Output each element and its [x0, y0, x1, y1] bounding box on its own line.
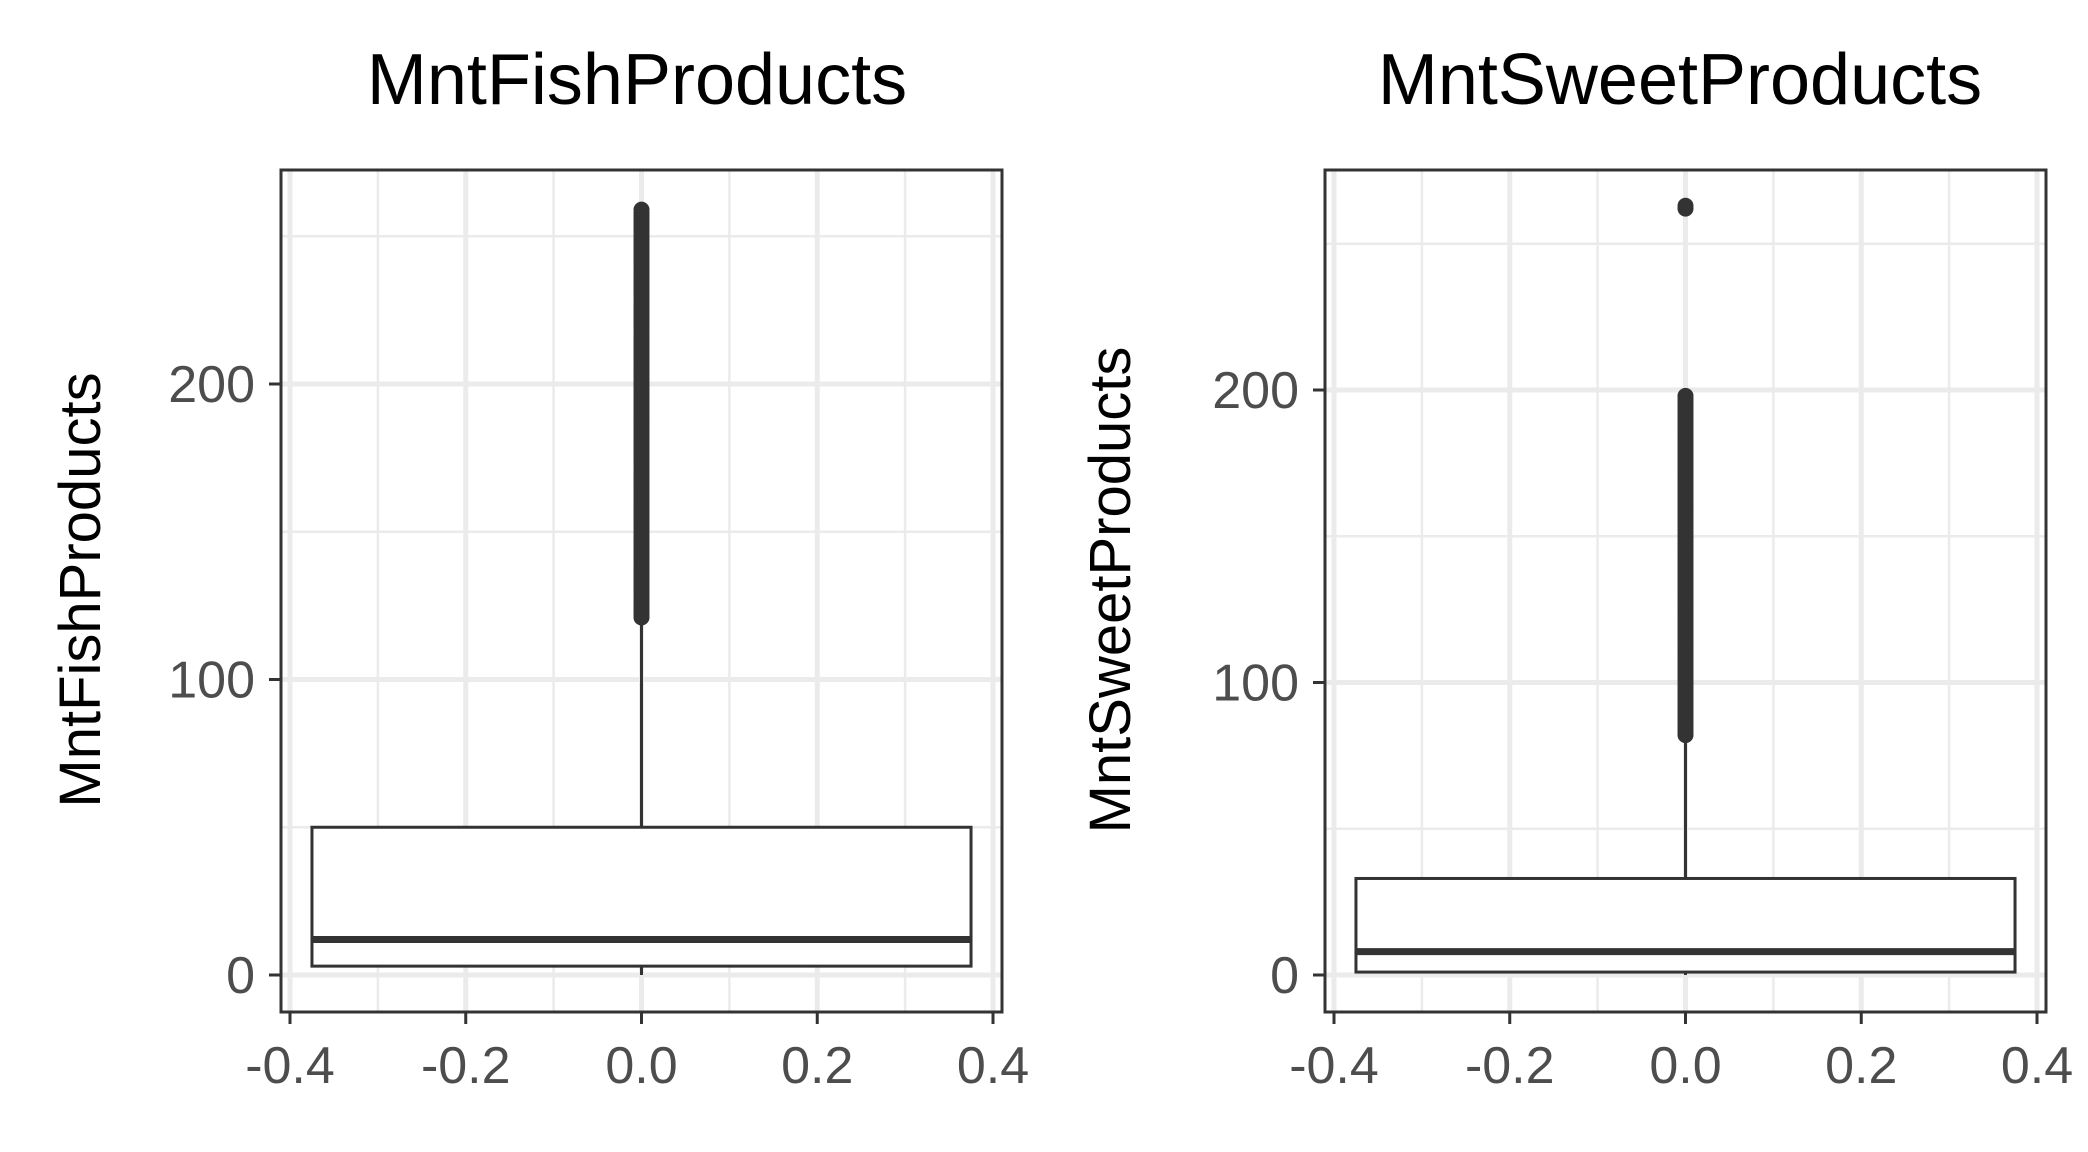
panel-sweet: MntSweetProducts MntSweetProducts -0.4 -0… [1078, 40, 2073, 1095]
y-tick-label: 200 [1212, 362, 1299, 420]
y-tick-label: 200 [168, 356, 255, 414]
box-marks [310, 201, 973, 975]
box-marks [1354, 197, 2017, 975]
x-tick-label: -0.2 [421, 1037, 511, 1095]
iqr-box [1354, 876, 2017, 974]
x-tick-label: -0.4 [245, 1037, 335, 1095]
panel-title: MntFishProducts [367, 40, 907, 120]
x-tick-label: 0.4 [957, 1037, 1029, 1095]
y-tick-label: 100 [1212, 655, 1299, 713]
outlier-point [1677, 197, 1694, 214]
x-tick-label: 0.2 [781, 1037, 853, 1095]
y-tick-label: 100 [168, 652, 255, 710]
x-tick-label: 0.4 [2001, 1037, 2073, 1095]
x-tick-label: 0.0 [1649, 1037, 1721, 1095]
outlier-point [1677, 387, 1694, 404]
iqr-box [310, 825, 973, 968]
y-axis-label: MntFishProducts [48, 372, 113, 807]
axes: -0.4 -0.2 0.0 0.2 0.4 0 100 200 [168, 356, 1029, 1095]
x-tick-label: 0.0 [605, 1037, 677, 1095]
panel-title: MntSweetProducts [1378, 40, 1982, 120]
outlier-point [633, 201, 650, 218]
x-tick-label: -0.2 [1465, 1037, 1555, 1095]
y-tick-label: 0 [226, 947, 255, 1005]
panel-fish: MntFishProducts MntFishProducts -0.4 -0.2… [48, 40, 1029, 1095]
y-axis-label: MntSweetProducts [1078, 347, 1143, 834]
axes: -0.4 -0.2 0.0 0.2 0.4 0 100 200 [1212, 362, 2073, 1095]
x-tick-label: 0.2 [1825, 1037, 1897, 1095]
y-tick-label: 0 [1270, 947, 1299, 1005]
x-tick-label: -0.4 [1289, 1037, 1379, 1095]
